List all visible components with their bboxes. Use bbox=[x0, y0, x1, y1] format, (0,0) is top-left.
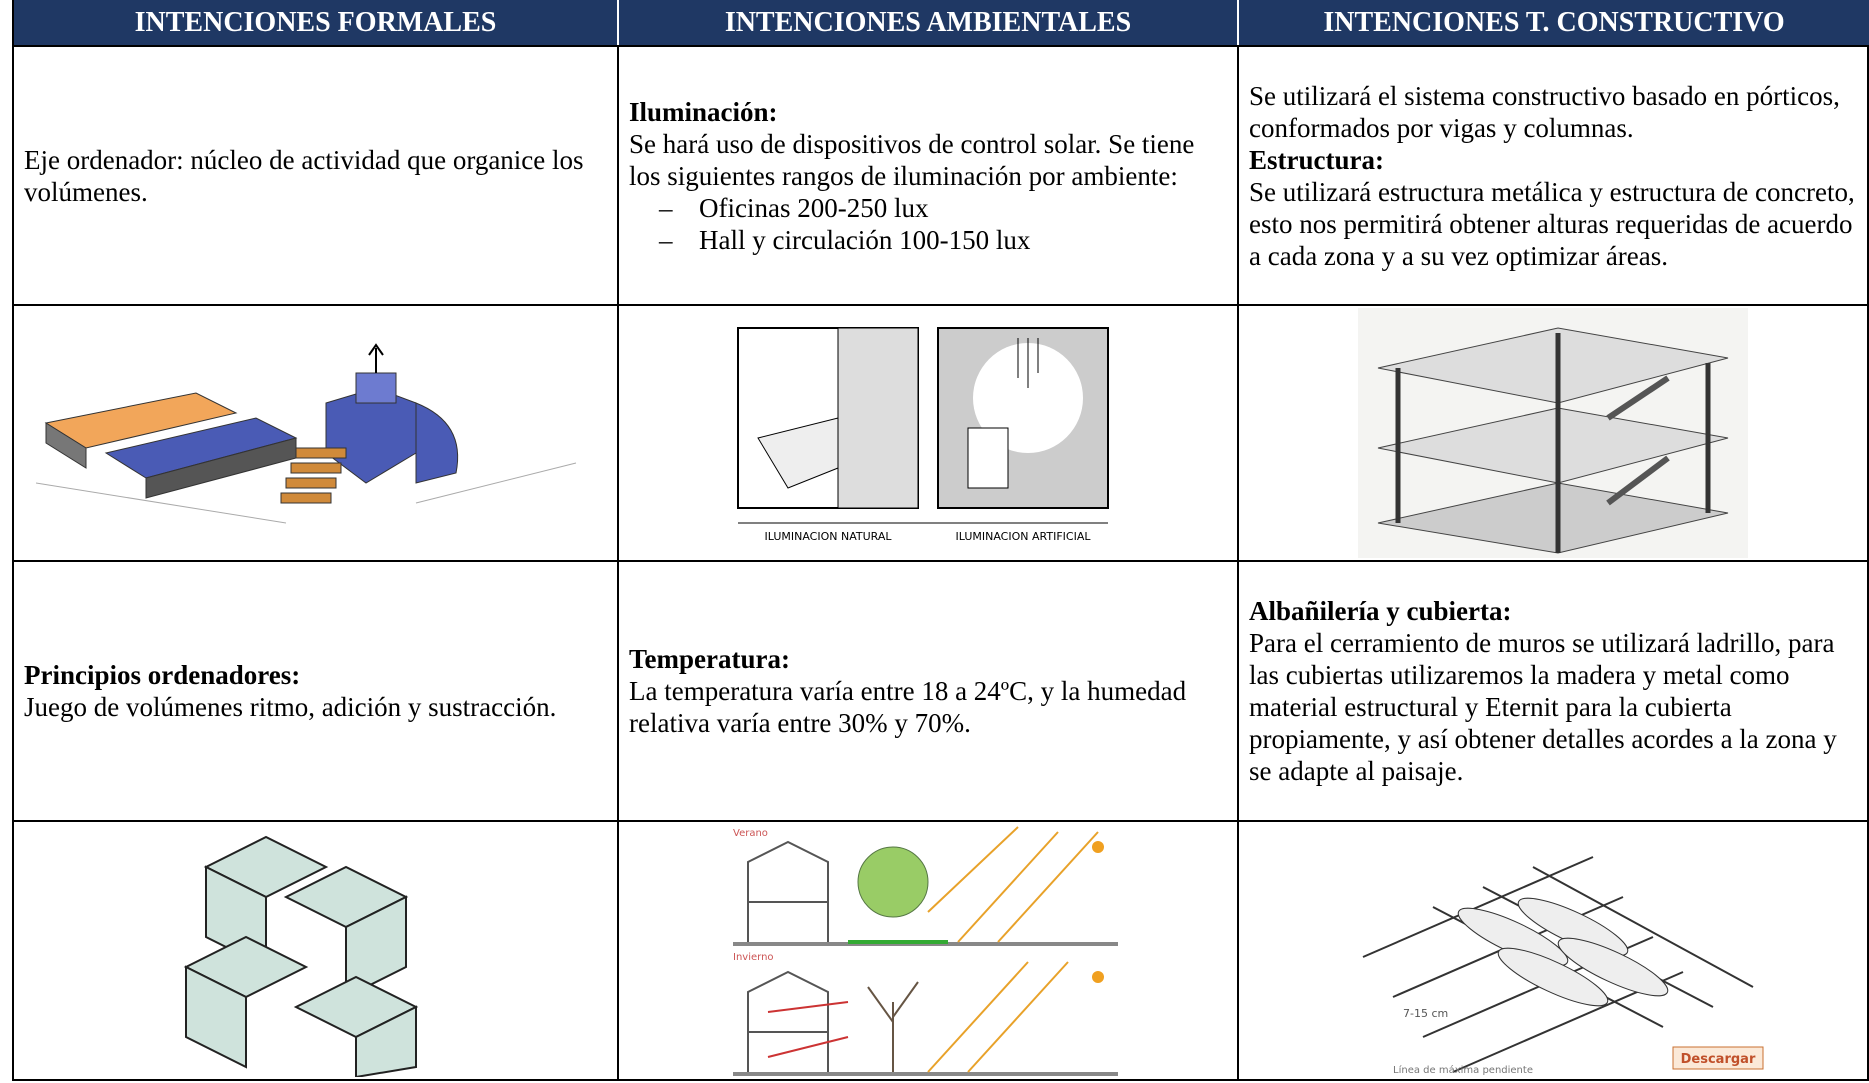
volumes-sketch bbox=[35, 343, 576, 524]
cell-text: La temperatura varía entre 18 a 24ºC, y … bbox=[629, 676, 1187, 738]
cell-text: Se utilizará estructura metálica y estru… bbox=[1249, 176, 1855, 271]
cell: Principios ordenadores: Juego de volúmen… bbox=[14, 560, 619, 820]
cell-heading: Temperatura: bbox=[629, 644, 790, 674]
column-header: INTENCIONES AMBIENTALES bbox=[619, 0, 1239, 45]
lighting-sketch: ILUMINACION NATURAL ILUMINACION ARTIFICI… bbox=[737, 327, 1109, 543]
frame-structure-sketch bbox=[1358, 308, 1748, 558]
cell-heading: Albañilería y cubierta: bbox=[1249, 596, 1512, 626]
image-caption: 7-15 cm bbox=[1403, 1007, 1448, 1020]
cell: Temperatura: La temperatura varía entre … bbox=[619, 560, 1239, 820]
climate-sketch: Verano Invierno bbox=[733, 826, 1118, 1076]
image-cell bbox=[14, 304, 619, 560]
cell-heading: Principios ordenadores: bbox=[24, 660, 301, 690]
image-caption: ILUMINACION ARTIFICIAL bbox=[956, 530, 1092, 543]
cell: Se utilizará el sistema constructivo bas… bbox=[1239, 45, 1869, 304]
roof-tile-sketch: 7-15 cm Línea de máxima pendiente Descar… bbox=[1362, 855, 1764, 1076]
cell-text: Juego de volúmenes ritmo, adición y sust… bbox=[24, 692, 557, 722]
image-cell: ILUMINACION NATURAL ILUMINACION ARTIFICI… bbox=[619, 304, 1239, 560]
cell-text: Se utilizará el sistema constructivo bas… bbox=[1249, 80, 1840, 143]
image-caption: Línea de máxima pendiente bbox=[1393, 1064, 1533, 1076]
cell: Eje ordenador: núcleo de actividad que o… bbox=[14, 45, 619, 304]
image-caption: Invierno bbox=[733, 952, 774, 963]
image-cell: Verano Invierno bbox=[619, 820, 1239, 1081]
bullet-list: Oficinas 200-250 lux Hall y circulación … bbox=[629, 192, 1227, 256]
image-caption: Verano bbox=[733, 828, 768, 839]
cell-text: Se hará uso de dispositivos de control s… bbox=[629, 128, 1195, 191]
cell-text: Eje ordenador: núcleo de actividad que o… bbox=[24, 144, 584, 207]
image-cell bbox=[1239, 304, 1869, 560]
image-cell bbox=[14, 820, 619, 1081]
bullet: Oficinas 200-250 lux bbox=[699, 192, 1227, 224]
column-header: INTENCIONES FORMALES bbox=[14, 0, 619, 45]
volumes-play-sketch bbox=[183, 835, 418, 1077]
column-header: INTENCIONES T. CONSTRUCTIVO bbox=[1239, 0, 1869, 45]
download-label: Descargar bbox=[1681, 1052, 1756, 1067]
intentions-table: INTENCIONES FORMALES INTENCIONES AMBIENT… bbox=[12, 0, 1869, 1081]
image-cell: 7-15 cm Línea de máxima pendiente Descar… bbox=[1239, 820, 1869, 1081]
cell-heading: Iluminación: bbox=[629, 96, 778, 127]
bullet: Hall y circulación 100-150 lux bbox=[699, 224, 1227, 256]
cell: Albañilería y cubierta: Para el cerramie… bbox=[1239, 560, 1869, 820]
image-caption: ILUMINACION NATURAL bbox=[765, 530, 893, 543]
cell-text: Para el cerramiento de muros se utilizar… bbox=[1249, 628, 1837, 786]
cell-heading: Estructura: bbox=[1249, 144, 1384, 175]
cell: Iluminación: Se hará uso de dispositivos… bbox=[619, 45, 1239, 304]
